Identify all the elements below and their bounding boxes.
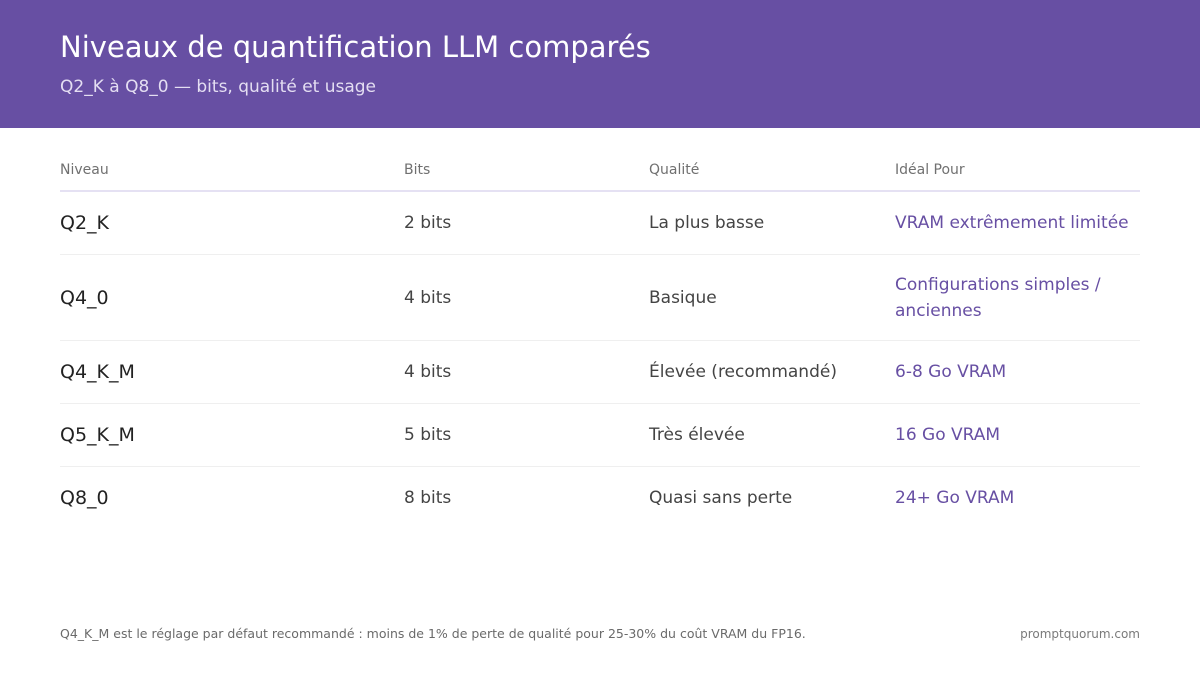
- bits-cell: 4 bits: [404, 287, 452, 308]
- level-cell: Q8_0: [60, 487, 109, 509]
- table-row: Q5_K_M 5 bits Très élevée 16 Go VRAM: [60, 404, 1140, 467]
- table-row: Q4_K_M 4 bits Élevée (recommandé) 6-8 Go…: [60, 341, 1140, 404]
- ideal-cell: 16 Go VRAM: [895, 425, 1001, 445]
- level-cell: Q5_K_M: [60, 424, 135, 446]
- level-cell: Q4_K_M: [60, 361, 135, 383]
- column-header-quality: Qualité: [649, 162, 700, 178]
- footer-brand: promptquorum.com: [1020, 627, 1140, 641]
- ideal-cell: Configurations simples / anciennes: [895, 274, 1101, 321]
- bits-cell: 4 bits: [404, 362, 452, 382]
- table-row: Q8_0 8 bits Quasi sans perte 24+ Go VRAM: [60, 467, 1140, 529]
- quality-cell: Très élevée: [649, 425, 745, 445]
- column-header-level: Niveau: [60, 162, 109, 178]
- bits-cell: 8 bits: [404, 488, 452, 508]
- table-row: Q4_0 4 bits Basique Configurations simpl…: [60, 255, 1140, 341]
- table-row: Q2_K 2 bits La plus basse VRAM extrêmeme…: [60, 192, 1140, 255]
- table-header: Niveau Bits Qualité Idéal Pour: [60, 150, 1140, 192]
- ideal-cell: 24+ Go VRAM: [895, 488, 1015, 508]
- quality-cell: Élevée (recommandé): [649, 362, 837, 382]
- page-title: Niveaux de quantification LLM comparés: [60, 30, 651, 64]
- bits-cell: 2 bits: [404, 213, 452, 233]
- level-cell: Q4_0: [60, 286, 109, 309]
- bits-cell: 5 bits: [404, 425, 452, 445]
- column-header-bits: Bits: [404, 162, 431, 178]
- page-subtitle: Q2_K à Q8_0 — bits, qualité et usage: [60, 77, 377, 97]
- footer-note: Q4_K_M est le réglage par défaut recomma…: [60, 626, 806, 641]
- quality-cell: La plus basse: [649, 213, 765, 233]
- quality-cell: Basique: [649, 287, 717, 308]
- ideal-cell: VRAM extrêmement limitée: [895, 213, 1129, 233]
- level-cell: Q2_K: [60, 212, 110, 234]
- quantization-table: Niveau Bits Qualité Idéal Pour Q2_K 2 bi…: [60, 150, 1140, 529]
- ideal-cell: 6-8 Go VRAM: [895, 362, 1007, 382]
- column-header-ideal: Idéal Pour: [895, 162, 965, 178]
- quality-cell: Quasi sans perte: [649, 488, 793, 508]
- header-banner: Niveaux de quantification LLM comparés Q…: [0, 0, 1200, 128]
